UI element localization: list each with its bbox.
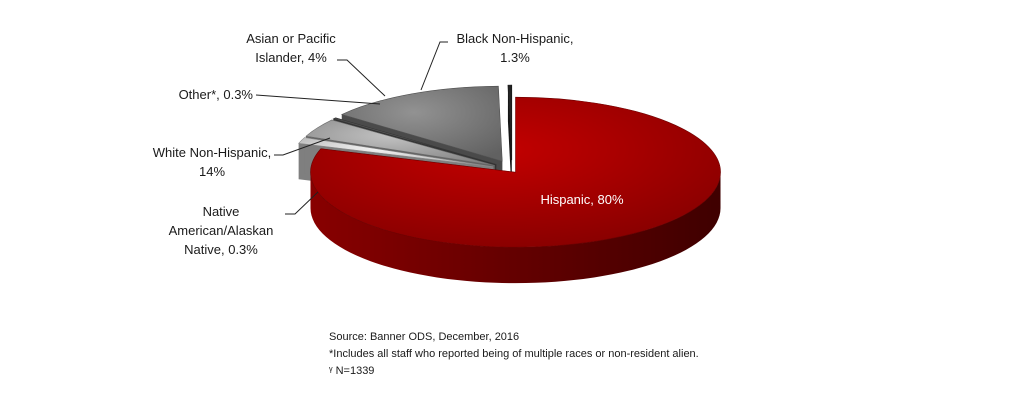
leader-other [255, 94, 381, 105]
slices-layer [298, 84, 721, 284]
slice-side [310, 172, 721, 284]
leader-asian [337, 59, 386, 97]
slice-top [298, 137, 494, 168]
slice-hispanic [310, 96, 721, 284]
label-asian-pacific-islander: Asian or Pacific Islander, 4% [246, 31, 336, 65]
slice-top [340, 85, 503, 162]
slice-native-american-alaskan-native [507, 84, 513, 197]
label-hispanic: Hispanic, 80% [540, 192, 624, 207]
label-other: Other*, 0.3% [179, 87, 254, 102]
label-native-american-alaskan: Native American/Alaskan Native, 0.3% [169, 204, 274, 257]
footnote: *Includes all staff who reported being o… [329, 348, 699, 360]
slice-wall [507, 85, 512, 197]
source-note: Source: Banner ODS, December, 2016 [329, 331, 520, 343]
chart-notes: Source: Banner ODS, December, 2016 *Incl… [329, 329, 699, 380]
slice-top [305, 119, 495, 166]
slice-top [310, 96, 721, 248]
leader-white [274, 137, 331, 156]
label-black-non-hispanic: Black Non-Hispanic, 1.3% [456, 31, 573, 65]
slice-top [507, 84, 513, 161]
slice-top [332, 117, 497, 165]
leader-black [420, 41, 448, 91]
sample-size-note: ᵞ N=1339 [329, 365, 375, 377]
leader-native [285, 191, 319, 215]
leader-lines [255, 41, 448, 215]
label-white-non-hispanic: White Non-Hispanic, 14% [153, 145, 272, 179]
labels-layer: Hispanic, 80% Black Non-Hispanic, 1.3% Asia… [153, 31, 624, 257]
